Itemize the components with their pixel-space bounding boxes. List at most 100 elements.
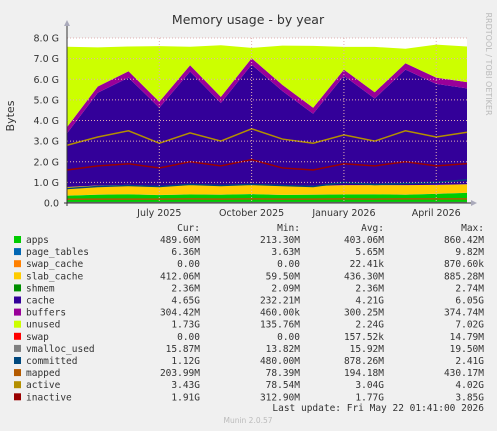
legend-stat: 78.54M [266, 380, 301, 391]
legend-stat: 312.90M [260, 392, 300, 403]
legend-stat: 2.74M [455, 283, 484, 294]
legend-stat: 203.99M [160, 368, 200, 379]
legend-swatch [14, 284, 21, 292]
legend-stat: 213.30M [260, 235, 300, 246]
legend-swatch [14, 381, 21, 389]
line [66, 179, 468, 190]
legend-stat: 2.36M [355, 283, 384, 294]
y-tick-label: 6.0 G [34, 75, 60, 86]
legend-stat: 3.43G [171, 380, 200, 391]
side-text: RRDTOOL / TOBI OETIKER [484, 12, 493, 115]
legend-stat: 1.73G [171, 320, 200, 331]
legend-stat: 0.00 [177, 332, 200, 343]
legend-stat: 3.85G [455, 392, 484, 403]
area [67, 44, 467, 128]
y-tick-label: 2.0 G [34, 157, 60, 168]
legend-stat: 4.21G [355, 296, 384, 307]
legend-label: apps [26, 235, 49, 246]
legend-stat: 0.00 [177, 259, 200, 270]
legend-swatch [14, 369, 21, 377]
legend-stat: 885.28M [444, 271, 484, 282]
legend-stat: 860.42M [444, 235, 484, 246]
plot [66, 44, 468, 204]
legend-column-header: Cur: [177, 223, 200, 234]
legend-label: unused [26, 320, 60, 331]
footer: Last update: Fri May 22 01:41:00 2026 [272, 403, 484, 414]
legend-stat: 300.25M [344, 308, 384, 319]
y-tick-label: 7.0 G [34, 54, 60, 65]
legend-stat: 15.87M [166, 344, 201, 355]
legend-stat: 878.26M [344, 356, 384, 367]
area [67, 64, 467, 187]
legend-stat: 2.36M [171, 283, 200, 294]
legend-stat: 0.00 [277, 259, 300, 270]
legend-label: shmem [26, 283, 55, 294]
x-tick-label: July 2025 [136, 208, 181, 219]
legend-label: inactive [26, 392, 72, 403]
x-tick-label: October 2025 [219, 208, 284, 219]
legend-stat: 6.05G [455, 296, 484, 307]
legend-stat: 157.52k [344, 332, 384, 343]
legend-stat: 9.82M [455, 247, 484, 258]
legend-swatch [14, 272, 21, 280]
legend-stat: 430.17M [444, 368, 484, 379]
legend-stat: 4.65G [171, 296, 200, 307]
legend-swatch [14, 236, 21, 243]
legend-stat: 3.04G [355, 380, 384, 391]
version: Munin 2.0.57 [223, 416, 272, 425]
x-axis-arrow [471, 200, 477, 206]
legend-stat: 2.24G [355, 320, 384, 331]
y-tick-label: 3.0 G [34, 137, 60, 148]
legend-label: buffers [26, 308, 66, 319]
chart-title: Memory usage - by year [172, 12, 325, 27]
y-tick-label: 8.0 G [34, 34, 60, 45]
legend-label: swap [26, 332, 49, 343]
area [67, 58, 467, 134]
legend-stat: 304.42M [160, 308, 200, 319]
line [66, 127, 468, 146]
legend-label: mapped [26, 368, 60, 379]
legend-stat: 4.02G [455, 380, 484, 391]
line [66, 158, 468, 171]
legend-stat: 1.91G [171, 392, 200, 403]
legend-stat: 1.12G [171, 356, 200, 367]
legend-swatch [14, 344, 21, 352]
legend-swatch [14, 393, 21, 401]
legend-swatch [14, 308, 21, 316]
legend-stat: 22.41k [350, 259, 385, 270]
legend-label: cache [26, 296, 55, 307]
legend-stat: 436.30M [344, 271, 384, 282]
legend-stat: 403.06M [344, 235, 384, 246]
axes: 0.0 1.0 G 2.0 G 3.0 G 4.0 G 5.0 G 6.0 G 7.0 G 8.… [34, 20, 477, 219]
legend-swatch [14, 332, 21, 340]
legend-stat: 3.63M [271, 247, 300, 258]
legend-stat: 13.82M [266, 344, 301, 355]
legend-stat: 15.92M [350, 344, 385, 355]
legend-stat: 870.60k [444, 259, 484, 270]
legend-label: active [26, 380, 61, 391]
legend-stat: 412.06M [160, 271, 200, 282]
legend-stat: 7.02G [455, 320, 484, 331]
legend-stat: 59.50M [266, 271, 301, 282]
legend-column-header: Max: [461, 223, 484, 234]
legend-swatch [14, 320, 21, 328]
area [67, 192, 467, 203]
legend-stat: 19.50M [450, 344, 485, 355]
legend-stat: 232.21M [260, 296, 300, 307]
legend-stat: 480.00M [260, 356, 300, 367]
legend-label: page_tables [26, 247, 89, 258]
legend-label: swap_cache [26, 259, 83, 270]
legend-stat: 460.00k [260, 308, 300, 319]
legend-column-header: Avg: [361, 223, 384, 234]
legend-column-header: Min: [277, 223, 300, 234]
y-tick-label: 5.0 G [34, 95, 60, 106]
legend-stat: 489.60M [160, 235, 200, 246]
legend-stat: 374.74M [444, 308, 484, 319]
x-tick-label: April 2026 [412, 208, 461, 219]
legend-swatch [14, 248, 21, 256]
legend-label: slab_cache [26, 271, 83, 282]
area [67, 184, 467, 196]
legend-stat: 0.00 [277, 332, 300, 343]
legend: Cur: Min: Avg: Max: apps 489.60M 213.30M 403.06… [14, 223, 484, 403]
